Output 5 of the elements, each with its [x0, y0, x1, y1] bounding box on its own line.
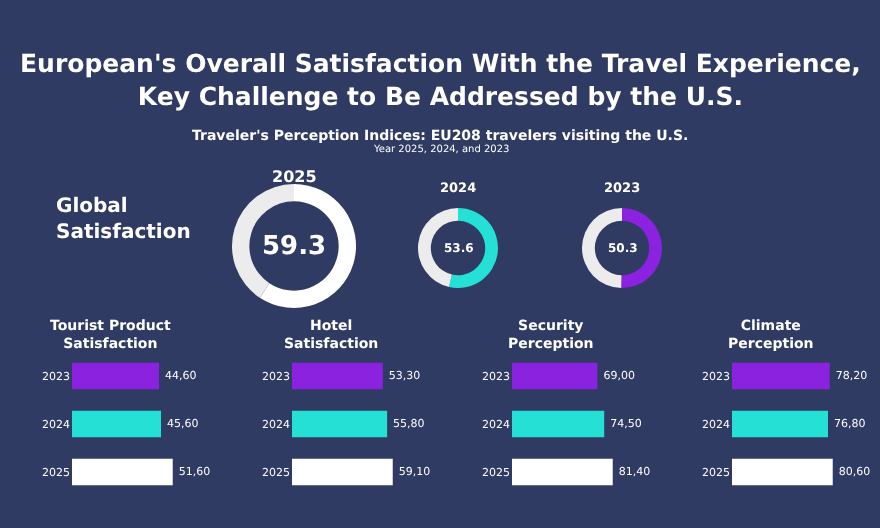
text: 59.3: [262, 232, 327, 262]
text: Global Satisfaction: [56, 196, 191, 244]
text: European's Overall Satisfaction With the Travel Experience, Key Challenge to Be Addressed by the U.S.: [20, 48, 861, 111]
donut-slice: [449, 208, 498, 288]
donut-slice: [259, 184, 356, 308]
